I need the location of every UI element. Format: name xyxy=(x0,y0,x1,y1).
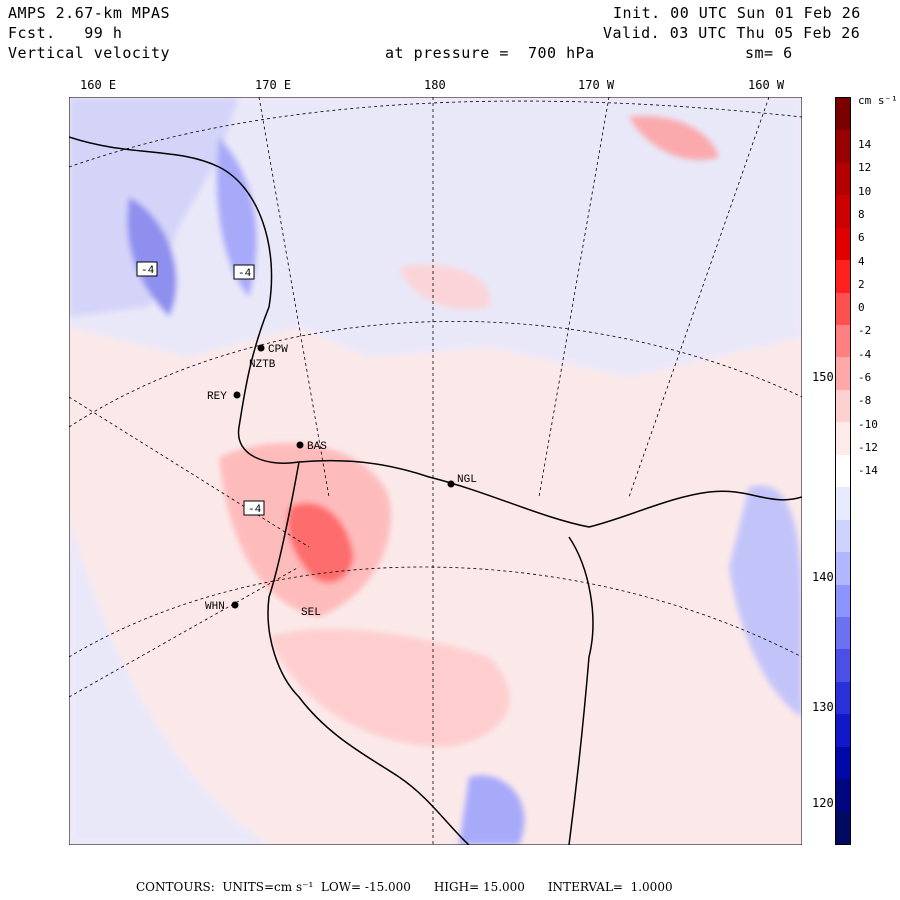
lon-label-170e: 170 E xyxy=(255,78,292,92)
station-bas: BAS xyxy=(307,441,327,453)
colorbar-segment xyxy=(836,811,850,845)
station-nztb: NZTB xyxy=(249,359,276,371)
station-dot-ngl xyxy=(447,480,455,488)
colorbar-tick-label: 12 xyxy=(858,161,872,175)
colorbar xyxy=(835,97,851,845)
colorbar-tick-label: -6 xyxy=(858,371,872,384)
contour-info: CONTOURS: UNITS=cm s⁻¹ LOW= -15.000 HIGH… xyxy=(136,880,673,894)
station-dot-bas xyxy=(296,441,304,449)
colorbar-segment xyxy=(836,195,850,229)
colorbar-segment xyxy=(836,487,850,521)
colorbar-segment xyxy=(836,681,850,715)
colorbar-tick-label: -12 xyxy=(858,440,878,454)
colorbar-segment xyxy=(836,227,850,261)
colorbar-tick-label: -8 xyxy=(858,394,872,408)
colorbar-tick-label: 10 xyxy=(858,184,872,198)
colorbar-segment xyxy=(836,454,850,488)
colorbar-tick-label: 6 xyxy=(858,231,865,245)
colorbar-tick-label: 2 xyxy=(858,277,865,291)
colorbar-tick-label: -4 xyxy=(858,347,872,361)
colorbar-segment xyxy=(836,616,850,650)
station-rey: REY xyxy=(207,391,227,403)
colorbar-segment xyxy=(836,519,850,553)
station-cpw: CPW xyxy=(268,344,288,356)
station-ngl: NGL xyxy=(457,474,477,486)
smoothing: sm= 6 xyxy=(745,44,793,62)
extreme-label: -4 xyxy=(238,268,252,280)
lon-label-160e: 160 E xyxy=(80,78,117,92)
coastline xyxy=(69,136,802,845)
label-box xyxy=(243,500,265,516)
station-markers: CPW NZTB REY BAS NGL WHN SEL xyxy=(205,344,477,619)
colorbar-segment xyxy=(836,552,850,585)
colorbar-segment xyxy=(836,714,850,748)
station-dot-cpw xyxy=(257,344,265,352)
colorbar-units: cm s⁻¹ xyxy=(858,94,898,107)
extreme-labels: -4 -4 -4 xyxy=(136,261,265,516)
colorbar-segment xyxy=(836,357,850,391)
colorbar-segment xyxy=(836,162,850,196)
negative-regions xyxy=(69,97,802,845)
colorbar-segment xyxy=(836,649,850,683)
valid-time: Valid. 03 UTC Thu 05 Feb 26 xyxy=(603,24,861,42)
colorbar-tick-label: 14 xyxy=(858,138,872,151)
station-whn: WHN xyxy=(205,601,225,613)
colorbar-segment xyxy=(836,389,850,423)
colorbar-tick-label: 0 xyxy=(858,301,865,315)
model-title: AMPS 2.67-km MPAS xyxy=(8,4,171,22)
station-dot-whn xyxy=(231,601,239,609)
colorbar-segment xyxy=(836,130,850,164)
colorbar-segment xyxy=(836,292,850,326)
forecast-hour: Fcst. 99 h xyxy=(8,24,123,42)
colorbar-tick-label: -14 xyxy=(858,464,878,478)
field-name: Vertical velocity xyxy=(8,44,171,62)
lon-label-180: 180 xyxy=(424,78,446,92)
extreme-label: -4 xyxy=(141,265,155,277)
colorbar-segment xyxy=(836,98,850,131)
colorbar-segment xyxy=(836,746,850,780)
extreme-label: -4 xyxy=(248,504,262,516)
pressure-level: at pressure = 700 hPa xyxy=(385,44,595,62)
label-box xyxy=(136,261,158,277)
colorbar-segment xyxy=(836,325,850,358)
colorbar-tick-label: -10 xyxy=(858,417,878,431)
graticule xyxy=(69,97,802,845)
colorbar-segment xyxy=(836,260,850,294)
station-dot-rey xyxy=(233,391,241,399)
colorbar-segment xyxy=(836,779,850,813)
lon-label-160w: 160 W xyxy=(748,78,785,92)
colorbar-tick-label: -2 xyxy=(858,324,872,338)
colorbar-segment xyxy=(836,422,850,456)
lon-label-170w: 170 W xyxy=(578,78,615,92)
colorbar-segment xyxy=(836,584,850,618)
colorbar-tick-label: 4 xyxy=(858,254,865,268)
station-sel: SEL xyxy=(301,607,321,619)
label-box xyxy=(233,264,255,280)
vertical-velocity-map: CPW NZTB REY BAS NGL WHN SEL -4 -4 -4 xyxy=(69,97,802,845)
init-time: Init. 00 UTC Sun 01 Feb 26 xyxy=(613,4,861,22)
positive-regions xyxy=(219,116,719,747)
colorbar-tick-label: 8 xyxy=(858,207,865,221)
